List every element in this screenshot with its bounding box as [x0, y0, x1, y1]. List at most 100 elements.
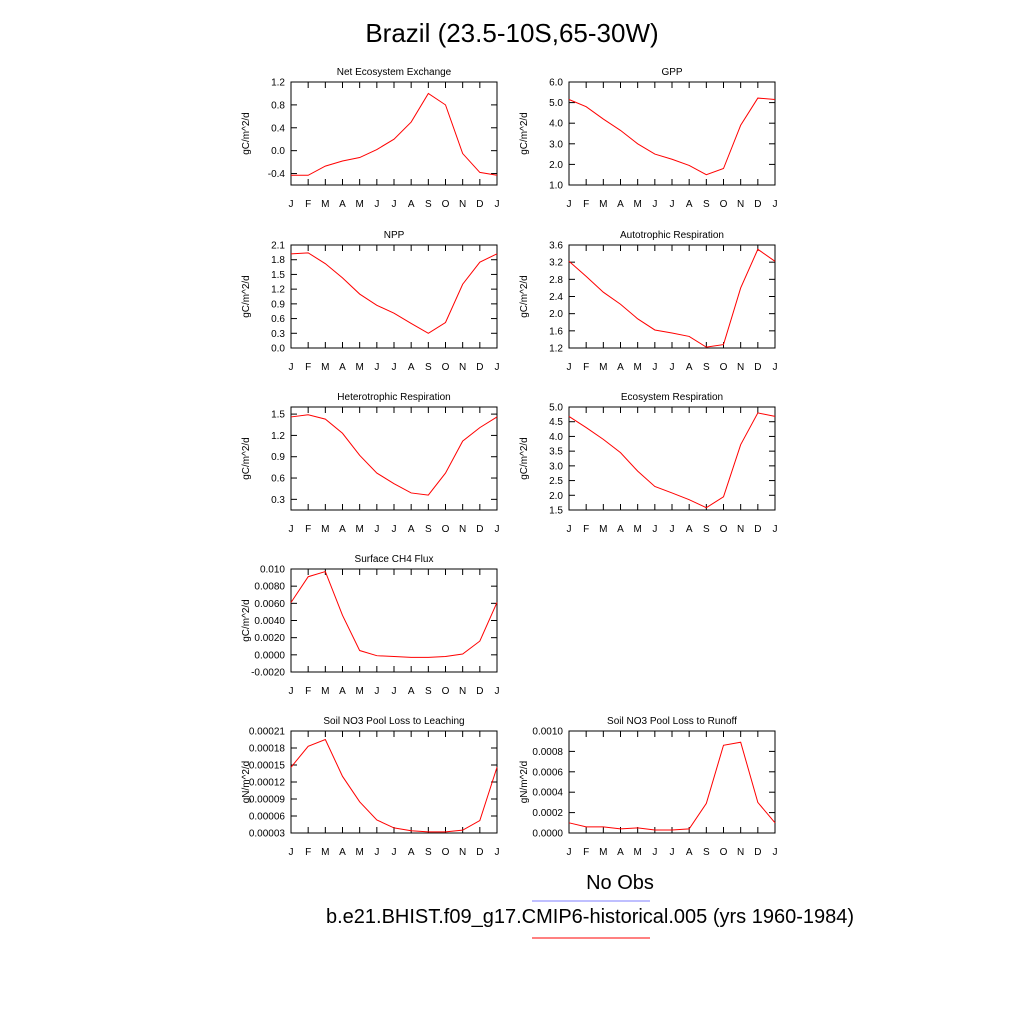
y-tick-label: -0.4: [268, 169, 286, 180]
x-tick-label: F: [583, 199, 589, 210]
y-tick-label: 2.0: [549, 491, 563, 502]
y-tick-label: 0.0004: [532, 788, 563, 799]
x-tick-label: J: [392, 847, 397, 858]
y-tick-label: 0.6: [271, 474, 285, 485]
plot-frame: [568, 81, 776, 186]
x-tick-label: J: [374, 362, 379, 373]
y-tick-label: 0.00015: [249, 761, 286, 772]
panel-title: Heterotrophic Respiration: [337, 392, 450, 403]
x-tick-label: J: [495, 847, 500, 858]
x-tick-label: J: [670, 199, 675, 210]
x-tick-label: J: [392, 686, 397, 697]
series-line: [568, 97, 776, 176]
y-axis-label: gC/m^2/d: [241, 275, 252, 318]
x-tick-label: A: [686, 847, 693, 858]
x-tick-label: F: [583, 524, 589, 535]
x-tick-label: J: [495, 524, 500, 535]
x-tick-label: M: [633, 847, 641, 858]
y-tick-label: 4.0: [549, 432, 563, 443]
plot-frame: [290, 81, 498, 186]
x-tick-label: A: [408, 199, 415, 210]
x-tick-label: A: [339, 362, 346, 373]
y-tick-label: 0.4: [271, 123, 285, 134]
y-axis-label: gN/m^2/d: [519, 761, 530, 804]
y-tick-label: 3.5: [549, 447, 563, 458]
y-axis-label: gC/m^2/d: [519, 275, 530, 318]
y-tick-label: 1.5: [549, 506, 563, 517]
y-axis-label: gC/m^2/d: [241, 437, 252, 480]
y-tick-label: 1.2: [549, 344, 563, 355]
y-tick-label: 0.0: [271, 146, 285, 157]
y-tick-label: 0.0020: [254, 633, 285, 644]
y-tick-label: 2.1: [271, 241, 285, 252]
x-tick-label: F: [305, 524, 311, 535]
x-tick-label: J: [289, 524, 294, 535]
panel-title: Surface CH4 Flux: [355, 554, 434, 565]
x-tick-label: S: [425, 686, 432, 697]
x-tick-label: J: [392, 362, 397, 373]
x-tick-label: O: [442, 847, 450, 858]
x-tick-label: M: [321, 199, 329, 210]
y-tick-label: 3.2: [549, 258, 563, 269]
x-tick-label: J: [289, 686, 294, 697]
x-tick-label: D: [476, 847, 483, 858]
x-tick-label: M: [633, 524, 641, 535]
panel-title: Ecosystem Respiration: [621, 392, 723, 403]
x-tick-label: M: [599, 524, 607, 535]
x-tick-label: M: [321, 524, 329, 535]
y-tick-label: 1.0: [549, 181, 563, 192]
x-tick-label: J: [374, 199, 379, 210]
y-axis-label: gC/m^2/d: [519, 437, 530, 480]
panel-title: Autotrophic Respiration: [620, 230, 724, 241]
y-tick-label: 2.0: [549, 160, 563, 171]
x-tick-label: J: [652, 362, 657, 373]
x-tick-label: D: [754, 847, 761, 858]
series-line: [568, 741, 776, 831]
y-tick-label: 0.0000: [532, 829, 563, 840]
x-tick-label: J: [773, 524, 778, 535]
x-tick-label: J: [567, 524, 572, 535]
plot-frame: [568, 406, 776, 511]
x-tick-label: S: [425, 847, 432, 858]
x-tick-label: J: [495, 686, 500, 697]
panel-title: Soil NO3 Pool Loss to Leaching: [323, 716, 464, 727]
x-tick-label: A: [408, 686, 415, 697]
y-tick-label: 4.0: [549, 119, 563, 130]
y-tick-label: 0.3: [271, 329, 285, 340]
y-tick-label: 0.0006: [532, 767, 563, 778]
legend-obs-label: No Obs: [586, 872, 654, 894]
x-tick-label: A: [339, 199, 346, 210]
y-tick-label: 0.00018: [249, 744, 286, 755]
y-tick-label: 0.010: [260, 565, 285, 576]
y-tick-label: 0.0008: [532, 747, 563, 758]
x-tick-label: J: [374, 686, 379, 697]
y-tick-label: 3.0: [549, 461, 563, 472]
series-line: [568, 248, 776, 348]
x-tick-label: S: [425, 524, 432, 535]
x-tick-label: D: [476, 199, 483, 210]
x-tick-label: A: [686, 199, 693, 210]
x-tick-label: N: [459, 199, 466, 210]
x-tick-label: N: [459, 362, 466, 373]
x-tick-label: N: [459, 686, 466, 697]
x-tick-label: J: [495, 362, 500, 373]
x-tick-label: A: [617, 524, 624, 535]
x-tick-label: O: [442, 686, 450, 697]
y-tick-label: 2.0: [549, 309, 563, 320]
x-tick-label: S: [703, 847, 710, 858]
y-tick-label: 0.00012: [249, 778, 286, 789]
x-tick-label: J: [392, 199, 397, 210]
y-tick-label: 0.0: [271, 344, 285, 355]
series-line: [290, 738, 498, 833]
x-tick-label: F: [305, 686, 311, 697]
y-tick-label: 0.0080: [254, 582, 285, 593]
plot-frame: [568, 730, 776, 834]
x-tick-label: A: [339, 686, 346, 697]
y-tick-label: 1.5: [271, 270, 285, 281]
y-tick-label: 1.2: [271, 431, 285, 442]
x-tick-label: A: [408, 362, 415, 373]
x-tick-label: M: [355, 524, 363, 535]
x-tick-label: A: [686, 362, 693, 373]
x-tick-label: N: [737, 199, 744, 210]
x-tick-label: J: [289, 362, 294, 373]
